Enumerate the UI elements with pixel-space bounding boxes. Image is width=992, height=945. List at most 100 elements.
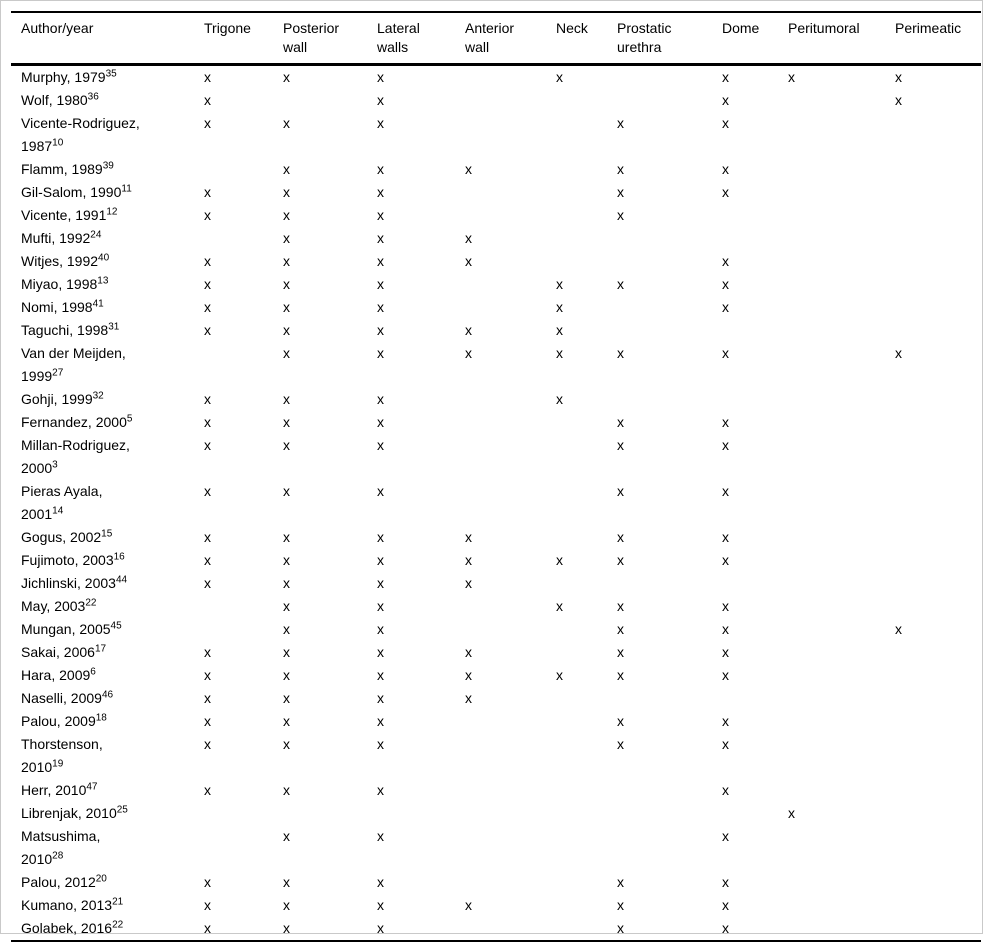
table-row: Matsushima, 201028 x x x	[11, 825, 981, 871]
mark-cell-neck	[556, 411, 617, 434]
mark-cell-lateral-walls: x	[377, 828, 384, 844]
mark-cell-posterior-wall: x	[283, 621, 290, 637]
column-header-label: Dome	[722, 20, 760, 36]
author-name-text: Miyao, 1998	[21, 276, 98, 292]
mark-cell-peritumoral	[788, 595, 895, 618]
author-name-text: Nomi, 1998	[21, 299, 93, 315]
column-header-label: Anterior	[465, 20, 515, 36]
mark-cell-dome: x	[722, 736, 729, 752]
mark-cell-trigone	[204, 618, 283, 641]
column-header-lateral-walls: Lateral walls	[377, 12, 465, 65]
mark-cell-posterior-wall: x	[283, 782, 290, 798]
mark-cell-perimeatic	[895, 549, 981, 572]
mark-cell-trigone: x	[204, 920, 211, 936]
author-name: May, 200322	[21, 595, 204, 618]
mark-cell-anterior-wall: x	[465, 644, 472, 660]
table-row: Golabek, 201622 x x x x x	[11, 917, 981, 941]
mark-cell-trigone: x	[204, 736, 211, 752]
mark-cell-trigone: x	[204, 782, 211, 798]
author-name: Fujimoto, 200316	[21, 549, 204, 572]
author-cell: Herr, 201047	[11, 779, 204, 802]
mark-cell-perimeatic	[895, 664, 981, 687]
mark-cell-dome: x	[722, 345, 729, 361]
author-cell: Kumano, 201321	[11, 894, 204, 917]
table-row: Sakai, 200617 x x x x x x	[11, 641, 981, 664]
mark-cell-neck	[556, 733, 617, 779]
mark-cell-neck	[556, 618, 617, 641]
mark-cell-peritumoral	[788, 871, 895, 894]
mark-cell-prostatic-urethra	[617, 779, 722, 802]
mark-cell-prostatic-urethra	[617, 388, 722, 411]
mark-cell-posterior-wall: x	[283, 736, 290, 752]
author-name-text: Naselli, 2009	[21, 690, 102, 706]
author-name: Gil-Salom, 199011	[21, 181, 204, 204]
citation-ref: 10	[52, 137, 64, 149]
mark-cell-dome: x	[722, 184, 729, 200]
mark-cell-peritumoral	[788, 434, 895, 480]
mark-cell-prostatic-urethra: x	[617, 897, 624, 913]
author-cell: Librenjak, 201025	[11, 802, 204, 825]
mark-cell-dome: x	[722, 115, 729, 131]
mark-cell-anterior-wall: x	[465, 322, 472, 338]
mark-cell-peritumoral	[788, 250, 895, 273]
mark-cell-lateral-walls: x	[377, 575, 384, 591]
mark-cell-posterior-wall: x	[283, 345, 290, 361]
mark-cell-posterior-wall: x	[283, 897, 290, 913]
table-row: Fernandez, 20005 x x x x x	[11, 411, 981, 434]
mark-cell-peritumoral	[788, 181, 895, 204]
mark-cell-posterior-wall: x	[283, 207, 290, 223]
mark-cell-neck	[556, 112, 617, 158]
author-name-text: Sakai, 2006	[21, 644, 95, 660]
author-cell: Mufti, 199224	[11, 227, 204, 250]
mark-cell-neck	[556, 250, 617, 273]
mark-cell-anterior-wall	[465, 825, 556, 871]
mark-cell-dome	[722, 572, 788, 595]
mark-cell-peritumoral	[788, 825, 895, 871]
header-row: Author/year Trigone Posterior wall Lateral wa…	[11, 12, 981, 65]
author-cell: Gohji, 199932	[11, 388, 204, 411]
column-header-prostatic-urethra: Prostatic urethra	[617, 12, 722, 65]
citation-ref: 5	[126, 413, 133, 425]
mark-cell-trigone: x	[204, 483, 211, 499]
mark-cell-prostatic-urethra	[617, 89, 722, 112]
author-cell: Sakai, 200617	[11, 641, 204, 664]
column-header-label: wall	[283, 39, 308, 55]
mark-cell-anterior-wall: x	[465, 161, 472, 177]
mark-cell-lateral-walls: x	[377, 897, 384, 913]
author-cell: Nomi, 199841	[11, 296, 204, 319]
mark-cell-peritumoral: x	[788, 805, 795, 821]
mark-cell-prostatic-urethra: x	[617, 598, 624, 614]
author-name: Flamm, 198939	[21, 158, 204, 181]
author-name: Nomi, 199841	[21, 296, 204, 319]
mark-cell-posterior-wall: x	[283, 253, 290, 269]
author-name-text: 2000	[21, 460, 53, 476]
mark-cell-neck	[556, 825, 617, 871]
column-header-trigone: Trigone	[204, 12, 283, 65]
mark-cell-prostatic-urethra: x	[617, 345, 624, 361]
mark-cell-trigone	[204, 825, 283, 871]
mark-cell-dome: x	[722, 299, 729, 315]
citation-ref: 40	[98, 252, 110, 264]
mark-cell-perimeatic: x	[895, 621, 902, 637]
author-cell: Millan-Rodriguez, 20003	[11, 434, 204, 480]
author-cell: Gogus, 200215	[11, 526, 204, 549]
mark-cell-trigone: x	[204, 437, 211, 453]
mark-cell-perimeatic	[895, 411, 981, 434]
mark-cell-perimeatic	[895, 733, 981, 779]
mark-cell-lateral-walls: x	[377, 621, 384, 637]
author-name: Herr, 201047	[21, 779, 204, 802]
table-row: Palou, 201220 x x x x x	[11, 871, 981, 894]
mark-cell-anterior-wall	[465, 434, 556, 480]
mark-cell-prostatic-urethra	[617, 687, 722, 710]
citation-ref: 20	[95, 873, 107, 885]
mark-cell-anterior-wall	[465, 802, 556, 825]
mark-cell-dome: x	[722, 644, 729, 660]
mark-cell-trigone	[204, 595, 283, 618]
citation-ref: 22	[85, 597, 97, 609]
author-cell: Matsushima, 201028	[11, 825, 204, 871]
author-cell: Hara, 20096	[11, 664, 204, 687]
author-name: 200114	[21, 503, 204, 526]
mark-cell-perimeatic	[895, 710, 981, 733]
mark-cell-prostatic-urethra	[617, 572, 722, 595]
author-cell: Van der Meijden, 199927	[11, 342, 204, 388]
